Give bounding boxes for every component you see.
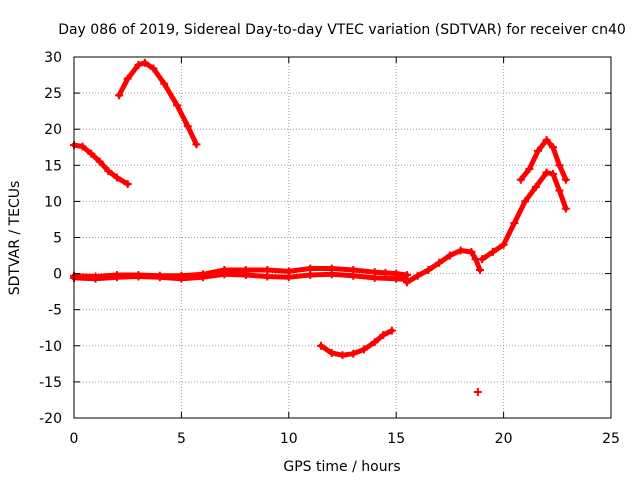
data-point bbox=[445, 251, 454, 260]
y-tick-label: -5 bbox=[48, 303, 62, 319]
data-point bbox=[123, 74, 132, 83]
data-point bbox=[499, 240, 508, 249]
data-point bbox=[542, 168, 551, 177]
data-point bbox=[435, 258, 444, 267]
y-tick-label: 15 bbox=[44, 158, 62, 174]
y-tick-label: -15 bbox=[39, 375, 62, 391]
series-dip bbox=[317, 326, 396, 360]
data-point bbox=[198, 273, 207, 282]
x-tick-label: 15 bbox=[387, 431, 405, 447]
data-point bbox=[475, 265, 484, 274]
data-point bbox=[478, 255, 487, 264]
data-point bbox=[349, 349, 358, 358]
data-point bbox=[525, 164, 534, 173]
data-point bbox=[510, 219, 519, 228]
data-point bbox=[87, 149, 96, 158]
series-outlier bbox=[473, 388, 482, 397]
data-point bbox=[306, 271, 315, 280]
x-tick-label: 5 bbox=[177, 431, 186, 447]
data-point bbox=[284, 273, 293, 282]
data-point bbox=[555, 161, 564, 170]
data-point bbox=[379, 330, 388, 339]
data-point bbox=[140, 58, 149, 67]
x-tick-label: 25 bbox=[602, 431, 620, 447]
data-point bbox=[402, 278, 411, 287]
x-tick-label: 20 bbox=[495, 431, 513, 447]
series-baseline-b bbox=[70, 270, 411, 284]
y-tick-label: 20 bbox=[44, 122, 62, 138]
data-point bbox=[473, 388, 482, 397]
data-point bbox=[134, 272, 143, 281]
y-tick-label: 25 bbox=[44, 86, 62, 102]
data-point bbox=[327, 270, 336, 279]
data-point bbox=[381, 268, 390, 277]
data-point bbox=[387, 326, 396, 335]
data-point bbox=[531, 182, 540, 191]
data-point bbox=[467, 247, 476, 256]
data-point bbox=[173, 101, 182, 110]
series-arc-high bbox=[115, 58, 201, 149]
y-tick-label: 30 bbox=[44, 50, 62, 66]
data-point bbox=[561, 204, 570, 213]
data-point bbox=[549, 169, 558, 178]
series-rise bbox=[402, 246, 484, 287]
y-tick-label: -10 bbox=[39, 339, 62, 355]
data-point bbox=[134, 60, 143, 69]
data-point bbox=[155, 273, 164, 282]
series-peak bbox=[516, 136, 570, 184]
data-point bbox=[160, 79, 169, 88]
data-point bbox=[112, 273, 121, 282]
data-point bbox=[488, 247, 497, 256]
y-tick-label: 0 bbox=[53, 267, 62, 283]
data-point bbox=[542, 136, 551, 145]
axis-ticks: 0 5 10 15 20 25 30 25 20 15 10 5 0 -5 -10 -15 -20 bbox=[39, 50, 620, 447]
data-point bbox=[533, 146, 542, 155]
data-point bbox=[192, 140, 201, 149]
data-point bbox=[112, 173, 121, 182]
y-tick-label: -20 bbox=[39, 411, 62, 427]
data-point bbox=[349, 271, 358, 280]
data-point bbox=[123, 180, 132, 189]
series-trace bbox=[116, 60, 199, 147]
x-tick-label: 10 bbox=[280, 431, 298, 447]
data-point bbox=[115, 91, 124, 100]
data-point bbox=[413, 271, 422, 280]
data-point bbox=[392, 274, 401, 283]
data-point bbox=[317, 341, 326, 350]
data-point bbox=[91, 274, 100, 283]
data-point bbox=[359, 345, 368, 354]
x-tick-label: 0 bbox=[70, 431, 79, 447]
data-point bbox=[561, 175, 570, 184]
data-point bbox=[521, 197, 530, 206]
series-layer bbox=[70, 58, 570, 397]
chart-title: Day 086 of 2019, Sidereal Day-to-day VTE… bbox=[58, 22, 626, 38]
grid-lines bbox=[74, 57, 611, 418]
data-point bbox=[456, 246, 465, 255]
data-point bbox=[183, 122, 192, 131]
y-tick-label: 5 bbox=[53, 231, 62, 247]
data-point bbox=[241, 271, 250, 280]
series-climb bbox=[478, 168, 570, 264]
data-point bbox=[327, 349, 336, 358]
y-tick-label: 10 bbox=[44, 194, 62, 210]
data-point bbox=[149, 64, 158, 73]
data-point bbox=[177, 274, 186, 283]
data-point bbox=[95, 157, 104, 166]
data-point bbox=[104, 167, 113, 176]
series-trace bbox=[479, 170, 569, 262]
data-point bbox=[549, 143, 558, 152]
data-point bbox=[78, 142, 87, 151]
data-point bbox=[220, 270, 229, 279]
series-arc-early bbox=[70, 141, 132, 189]
data-point bbox=[516, 175, 525, 184]
data-point bbox=[370, 273, 379, 282]
data-point bbox=[263, 272, 272, 281]
data-point bbox=[338, 351, 347, 360]
x-axis-label: GPS time / hours bbox=[283, 459, 400, 475]
data-point bbox=[424, 265, 433, 274]
data-point bbox=[370, 338, 379, 347]
y-axis-label: SDTVAR / TECUs bbox=[7, 181, 23, 296]
data-point bbox=[555, 186, 564, 195]
